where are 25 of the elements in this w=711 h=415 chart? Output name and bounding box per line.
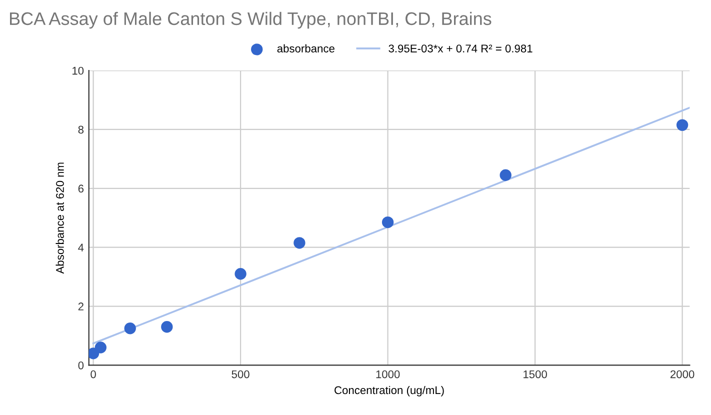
y-axis-title: Absorbance at 620 nm <box>56 162 64 274</box>
legend-label: 3.95E-03*x + 0.74 R² = 0.981 <box>388 44 532 52</box>
point <box>94 342 106 354</box>
x-tick-label: 500 <box>232 370 250 378</box>
y-tick-label: 0 <box>78 361 84 370</box>
y-tick-label: 6 <box>78 184 84 193</box>
point <box>382 216 394 228</box>
x-tick-label: 0 <box>90 370 96 378</box>
y-tick-label: 10 <box>72 66 84 75</box>
point <box>500 169 512 181</box>
point <box>161 321 173 333</box>
x-tick-label: 2000 <box>670 370 694 378</box>
chart-title: BCA Assay of Male Canton S Wild Type, nonTBI, CD, Brains <box>10 12 492 29</box>
x-axis-title: Concentration (ug/mL) <box>334 386 444 396</box>
y-tick-label: 8 <box>78 126 84 134</box>
y-tick-label: 4 <box>78 244 84 252</box>
point <box>676 119 688 131</box>
point <box>88 348 100 360</box>
point <box>294 237 306 249</box>
legend-label: absorbance <box>277 44 334 52</box>
point <box>124 322 136 334</box>
x-tick-label: 1500 <box>524 370 547 378</box>
x-tick-label: 1000 <box>376 370 400 378</box>
point <box>234 268 246 280</box>
y-tick-label: 2 <box>78 302 84 310</box>
